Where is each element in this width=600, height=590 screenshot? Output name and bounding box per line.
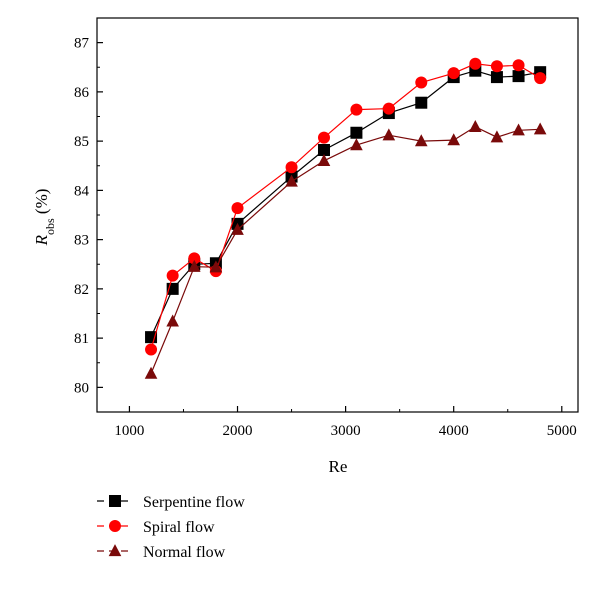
series-line (150, 126, 541, 374)
data-point (350, 138, 363, 151)
data-point (490, 130, 504, 143)
y-axis-label-unit: (%) (32, 189, 51, 219)
x-tick-label: 3000 (331, 423, 361, 439)
legend-item: Normal flow (97, 544, 226, 561)
data-point (382, 128, 396, 141)
data-point (209, 260, 223, 273)
data-point (166, 314, 179, 327)
x-tick-label: 2000 (223, 423, 253, 439)
legend-item: Spiral flow (97, 519, 215, 536)
data-point (512, 123, 525, 136)
data-point (144, 366, 158, 379)
legend-label: Serpentine flow (143, 494, 245, 511)
data-point (415, 96, 428, 109)
y-axis: 80 81 82 83 84 85 86 87 (74, 17, 103, 413)
y-tick-label: 81 (74, 331, 89, 347)
y-axis-label-subscript: obs (43, 218, 57, 235)
legend-marker (109, 495, 121, 507)
legend-marker (109, 520, 121, 532)
data-point (166, 269, 179, 282)
data-series (144, 57, 547, 379)
legend-label: Spiral flow (143, 519, 215, 536)
series-square (145, 64, 547, 344)
legend-marker (108, 544, 122, 557)
series-line (150, 70, 541, 338)
data-point (447, 133, 460, 146)
data-point (490, 71, 503, 84)
y-axis-label-main: R (32, 234, 51, 246)
data-point (285, 174, 298, 187)
data-point (512, 70, 525, 83)
data-point (350, 126, 363, 139)
x-tick-label: 4000 (439, 423, 469, 439)
data-point (350, 103, 363, 116)
y-tick-label: 85 (74, 134, 89, 150)
legend-label: Normal flow (143, 544, 226, 561)
legend: Serpentine flow Spiral flow Normal flow (97, 494, 245, 561)
data-point (285, 161, 298, 174)
data-point (534, 72, 547, 85)
data-point (382, 102, 395, 115)
data-point (317, 143, 330, 156)
data-point (512, 59, 525, 72)
y-tick-label: 84 (74, 183, 90, 199)
x-axis: 1000 2000 3000 4000 5000 (114, 406, 577, 439)
data-point (317, 131, 330, 144)
x-tick-label: 1000 (114, 423, 144, 439)
y-axis-label: Robs (%) (32, 189, 57, 247)
legend-item: Serpentine flow (97, 494, 245, 511)
data-point (231, 222, 244, 235)
x-axis-label: Re (329, 457, 348, 476)
data-point (469, 57, 482, 70)
y-tick-label: 80 (74, 380, 89, 396)
data-point (187, 259, 201, 272)
data-point (231, 202, 244, 215)
x-tick-label: 5000 (547, 423, 577, 439)
data-point (533, 122, 547, 135)
series-line (150, 63, 541, 350)
y-tick-label: 87 (74, 36, 90, 52)
y-tick-label: 83 (74, 233, 89, 249)
data-point (145, 343, 158, 356)
data-point (490, 60, 503, 73)
y-tick-label: 82 (74, 282, 89, 298)
data-point (414, 134, 428, 147)
data-point (447, 67, 460, 80)
series-circle (145, 57, 547, 356)
series-triangle (144, 120, 547, 379)
data-point (469, 120, 482, 132)
data-point (317, 153, 331, 166)
data-point (188, 252, 201, 265)
data-point (415, 76, 428, 89)
y-tick-label: 86 (74, 85, 90, 101)
